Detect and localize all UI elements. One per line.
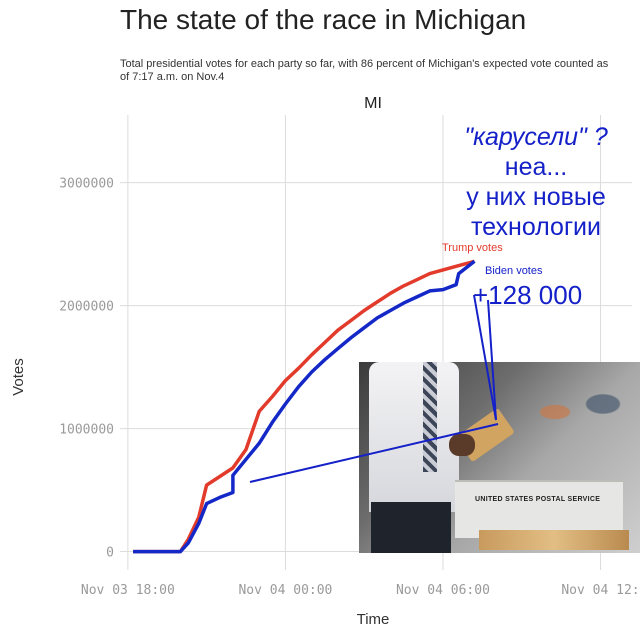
series-line-trump-votes bbox=[133, 259, 475, 554]
photo-background bbox=[519, 372, 639, 452]
chart-subtitle: Total presidential votes for each party … bbox=[120, 58, 609, 83]
x-axis-title: Time bbox=[357, 611, 390, 628]
annotation-text: "карусели" ? неа... у них новые технолог… bbox=[436, 122, 636, 242]
arrow-line-to-label bbox=[473, 294, 497, 421]
y-tick-label: 2000000 bbox=[59, 300, 114, 315]
annotation-line-1: "карусели" ? bbox=[464, 123, 608, 151]
photo-pants bbox=[371, 502, 451, 553]
x-tick-label: Nov 03 18:00 bbox=[81, 583, 175, 598]
tick-layer: 0 1000000 2000000 3000000 Nov 03 18:00 Nov 04… bbox=[59, 177, 639, 598]
arrow-line-to-jump bbox=[249, 423, 499, 483]
photo-hand bbox=[449, 434, 475, 456]
annotation-line-2: неа... bbox=[504, 153, 568, 181]
vote-jump-label: +128 000 bbox=[473, 280, 583, 310]
series-layer bbox=[133, 259, 476, 554]
y-axis-title: Votes bbox=[10, 358, 27, 396]
annotation-line-4: технологии bbox=[470, 213, 601, 241]
y-tick-label: 1000000 bbox=[59, 423, 114, 438]
photo-envelope-pile bbox=[479, 530, 629, 550]
x-tick-label: Nov 04 06:00 bbox=[396, 583, 490, 598]
series-line-biden-votes bbox=[133, 259, 476, 554]
photo-mail-bin bbox=[455, 480, 623, 538]
y-tick-label: 3000000 bbox=[59, 177, 114, 192]
x-tick-label: Nov 04 12: bbox=[561, 583, 639, 598]
x-tick-label: Nov 04 00:00 bbox=[238, 583, 332, 598]
y-tick-label: 0 bbox=[106, 546, 114, 561]
facet-title: MI bbox=[364, 95, 382, 112]
photo-bin-label: UNITED STATES POSTAL SERVICE bbox=[475, 496, 601, 503]
chart-title: The state of the race in Michigan bbox=[120, 4, 527, 35]
annotation-line-3: у них новые bbox=[466, 183, 606, 211]
biden-votes-label: Biden votes bbox=[485, 265, 543, 277]
photo-tie bbox=[423, 362, 437, 472]
arrow-line-to-envelopes bbox=[487, 299, 497, 421]
trump-votes-label: Trump votes bbox=[442, 242, 503, 254]
